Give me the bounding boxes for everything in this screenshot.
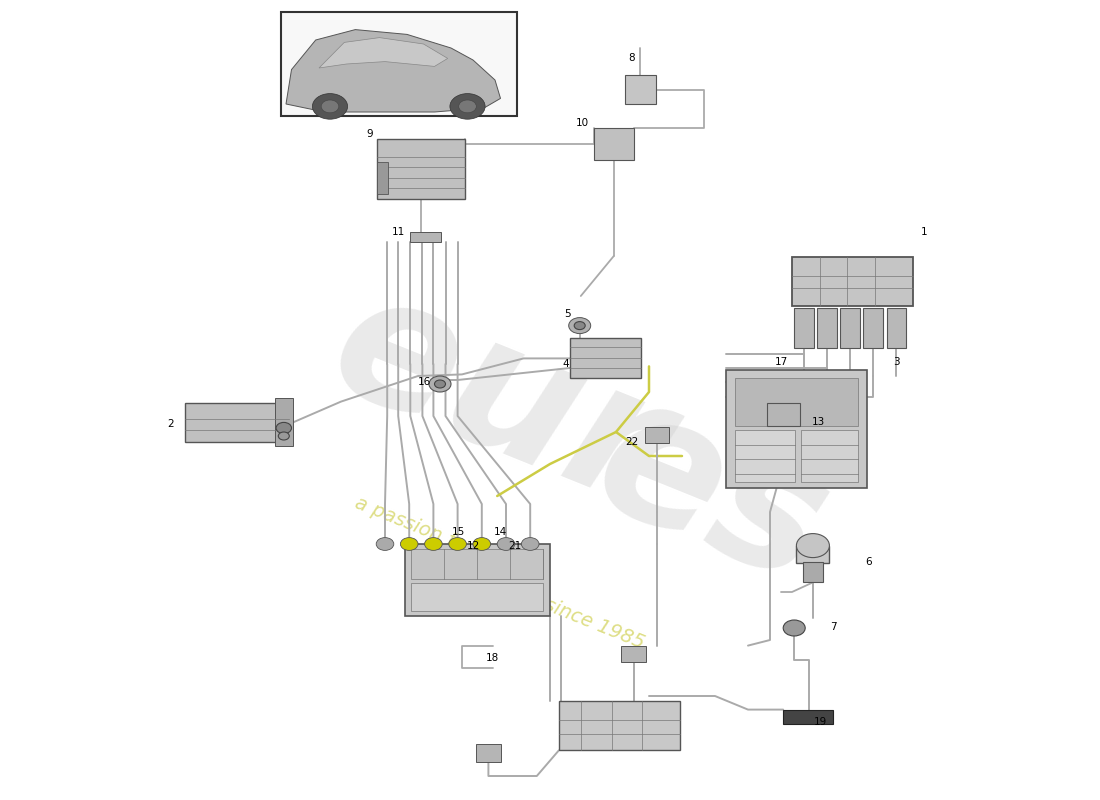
Text: 21: 21 — [508, 541, 521, 550]
FancyBboxPatch shape — [570, 338, 641, 378]
FancyBboxPatch shape — [767, 403, 800, 426]
FancyBboxPatch shape — [275, 398, 293, 446]
Text: 6: 6 — [866, 558, 872, 567]
Circle shape — [425, 538, 442, 550]
Text: 10: 10 — [575, 118, 589, 128]
Text: since 1985: since 1985 — [541, 595, 647, 653]
FancyBboxPatch shape — [726, 370, 867, 488]
FancyBboxPatch shape — [783, 710, 833, 724]
FancyBboxPatch shape — [594, 128, 634, 160]
FancyBboxPatch shape — [621, 646, 646, 662]
Circle shape — [400, 538, 418, 550]
FancyBboxPatch shape — [735, 378, 858, 426]
Circle shape — [574, 322, 585, 330]
Text: a passion for parts: a passion for parts — [352, 493, 528, 579]
Text: 4: 4 — [562, 359, 569, 369]
FancyBboxPatch shape — [817, 308, 837, 348]
FancyBboxPatch shape — [735, 430, 795, 482]
Circle shape — [376, 538, 394, 550]
Circle shape — [276, 422, 292, 434]
FancyBboxPatch shape — [792, 257, 913, 306]
Circle shape — [449, 538, 466, 550]
Circle shape — [312, 94, 348, 119]
FancyBboxPatch shape — [796, 546, 829, 563]
FancyBboxPatch shape — [625, 75, 656, 104]
FancyBboxPatch shape — [864, 308, 883, 348]
Text: 19: 19 — [814, 717, 827, 726]
FancyBboxPatch shape — [185, 403, 289, 442]
Text: 1: 1 — [921, 227, 927, 237]
Text: 18: 18 — [486, 654, 499, 663]
FancyBboxPatch shape — [801, 430, 858, 482]
FancyBboxPatch shape — [803, 562, 823, 582]
FancyBboxPatch shape — [887, 308, 906, 348]
Circle shape — [450, 94, 485, 119]
Circle shape — [569, 318, 591, 334]
Circle shape — [434, 380, 446, 388]
FancyBboxPatch shape — [559, 701, 680, 750]
FancyBboxPatch shape — [410, 232, 441, 242]
Polygon shape — [319, 38, 448, 68]
Circle shape — [459, 100, 476, 113]
Text: 3: 3 — [893, 357, 900, 366]
Text: 2: 2 — [167, 419, 174, 429]
FancyBboxPatch shape — [840, 308, 860, 348]
Text: 9: 9 — [366, 130, 373, 139]
Text: 5: 5 — [564, 310, 571, 319]
FancyBboxPatch shape — [411, 549, 543, 579]
Circle shape — [473, 538, 491, 550]
FancyBboxPatch shape — [280, 12, 517, 116]
Text: 11: 11 — [392, 227, 405, 237]
FancyBboxPatch shape — [411, 583, 543, 611]
FancyBboxPatch shape — [377, 139, 465, 199]
Text: es: es — [572, 371, 851, 621]
Circle shape — [497, 538, 515, 550]
Circle shape — [321, 100, 339, 113]
FancyBboxPatch shape — [645, 427, 669, 443]
Circle shape — [796, 534, 829, 558]
Text: 17: 17 — [774, 357, 788, 366]
Text: 13: 13 — [812, 417, 825, 426]
Polygon shape — [286, 30, 500, 112]
FancyBboxPatch shape — [377, 162, 388, 194]
FancyBboxPatch shape — [794, 308, 814, 348]
Text: 16: 16 — [418, 378, 431, 387]
Text: 7: 7 — [830, 622, 837, 632]
FancyBboxPatch shape — [476, 744, 501, 762]
Circle shape — [521, 538, 539, 550]
Text: 14: 14 — [494, 527, 507, 537]
Text: 12: 12 — [466, 541, 480, 550]
Circle shape — [783, 620, 805, 636]
Text: 15: 15 — [452, 527, 465, 537]
FancyBboxPatch shape — [405, 544, 550, 616]
Circle shape — [429, 376, 451, 392]
Text: eur: eur — [308, 254, 689, 546]
Text: 8: 8 — [628, 53, 635, 62]
Circle shape — [278, 432, 289, 440]
Text: 22: 22 — [625, 437, 638, 446]
